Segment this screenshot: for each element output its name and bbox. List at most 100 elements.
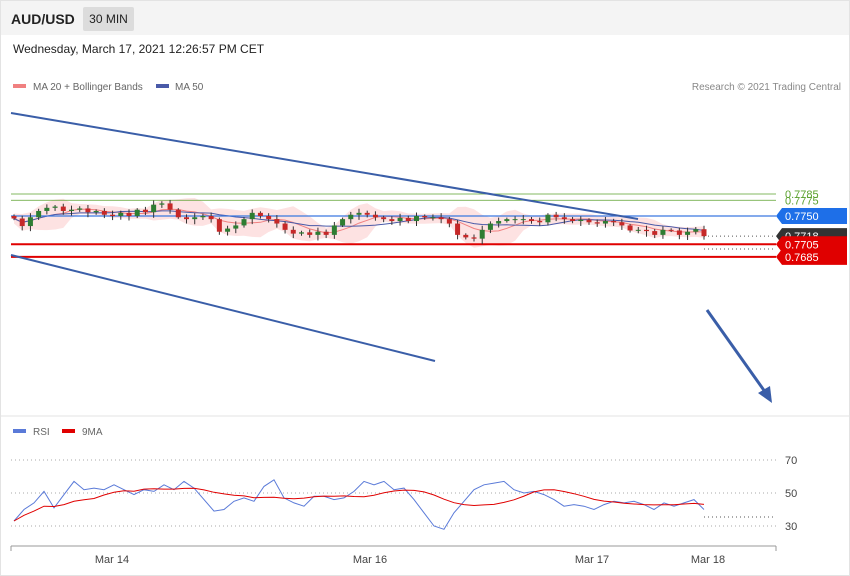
candle-down [274,219,280,224]
candle-down [570,219,576,222]
candle-up [27,217,33,227]
candle-down [644,229,649,232]
candle-down [364,212,370,215]
candle-up [241,219,247,226]
candle-up [578,219,584,222]
candle-down [175,209,181,218]
symbol-label: AUD/USD [11,11,75,27]
candle-up [545,214,551,223]
candle-down [529,219,534,222]
candle-down [405,217,411,222]
channel-upper-line [10,112,639,220]
rsi-legend-label: RSI [33,427,50,438]
candle-down [19,218,25,227]
level-tag-0.7705 [776,236,847,253]
candle-down [537,221,543,223]
level-label-0.7685: 0.7685 [785,252,819,264]
candle-up [151,204,157,213]
candle-up [299,232,304,234]
candle-up [512,219,518,221]
candle-up [414,216,419,222]
candle-up [635,229,641,231]
candle-down [389,219,395,222]
candle-up [479,229,485,239]
candle-down [126,212,132,216]
candle-down [463,234,469,238]
level-label-0.7775: 0.7775 [785,195,819,207]
candle-up [356,212,362,215]
candle-down [208,216,214,220]
candle-up [233,225,239,229]
bb-legend-label: MA 20 + Bollinger Bands [33,82,143,93]
rsi-line [13,479,705,530]
candle-up [134,209,140,216]
time-tick-label: Mar 16 [353,554,387,566]
credit-label: Research © 2021 Trading Central [692,82,841,93]
candle-up [44,207,50,211]
candle-down [471,237,477,239]
candle-up [602,221,608,224]
candle-up [504,219,510,222]
candle-up [225,228,231,232]
candle-up [118,212,124,216]
candle-up [200,216,206,218]
candle-down [372,214,378,218]
rsi-ma-line [13,487,705,522]
candle-down [594,222,600,224]
candle-down [101,210,107,215]
candle-down [422,216,428,218]
bb-legend-swatch [13,84,26,88]
level-label-0.7785: 0.7785 [785,189,819,201]
candle-down [627,225,633,231]
candle-up [397,217,403,222]
candle-up [77,208,83,210]
candle-down [652,231,658,235]
rsi-panel: 30 50 70 [11,455,797,533]
candle-down [611,221,617,223]
rsi-tick-70: 70 [785,455,797,467]
level-label-0.7750: 0.7750 [785,211,819,223]
candle-down [586,219,592,223]
candle-down [257,212,263,216]
rsi-tick-50: 50 [785,488,797,500]
ma9-legend-swatch [62,429,75,433]
candle-down [282,223,288,230]
level-tag-0.7685 [776,248,847,265]
time-tick-label: Mar 14 [95,554,129,566]
timeframe-button[interactable]: 30 MIN [83,7,134,31]
candle-down [668,229,674,231]
candle-up [315,231,321,235]
time-tick-label: Mar 18 [691,554,725,566]
candle-down [142,209,148,213]
candle-up [69,209,74,211]
chart-header: AUD/USD 30 MIN [1,1,849,35]
level-tag-0.7750 [776,208,847,224]
rsi-legend-swatch [13,429,26,433]
timestamp: Wednesday, March 17, 2021 12:26:57 PM CE… [13,42,265,56]
candle-up [192,217,198,220]
candle-up [159,203,165,205]
candle-down [290,229,296,234]
candle-up [693,229,699,232]
candle-up [348,214,354,220]
channel-lower-line [10,254,436,362]
candle-down [455,223,461,235]
time-tick-label: Mar 17 [575,554,609,566]
candle-down [446,219,452,224]
candle-down [216,219,222,232]
candle-down [553,214,559,218]
candle-up [36,210,42,218]
candle-down [85,208,91,213]
candle-up [660,229,666,235]
candle-down [11,216,17,219]
candle-down [438,217,444,220]
rsi-tick-30: 30 [785,521,797,533]
candle-down [676,230,682,235]
candle-down [307,232,313,235]
forecast-arrowhead [758,386,772,403]
ma50-legend-swatch [156,84,169,88]
candle-down [184,217,189,220]
candle-up [331,225,337,235]
candle-up [520,219,526,221]
